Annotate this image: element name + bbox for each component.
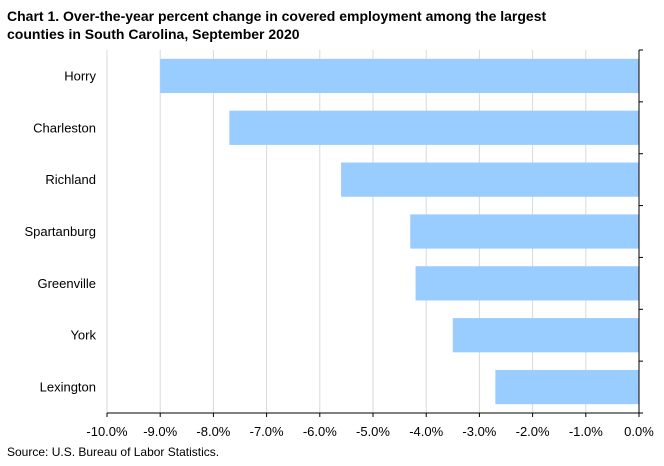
bar-lexington [495,369,639,405]
bar-horry [160,58,639,94]
bar-charleston [229,110,640,145]
bar-greenville [415,266,639,301]
axis [106,49,643,417]
chart-title-line-2: counties in South Carolina, September 20… [7,26,300,42]
bars [160,58,640,405]
x-tick-label: -3.0% [462,424,496,439]
bar-spartanburg [410,214,639,249]
x-tick-label: -1.0% [569,424,603,439]
category-label: Richland [45,172,96,187]
category-label: Lexington [40,380,96,395]
category-label: Horry [64,68,96,83]
x-tick-labels: -10.0% -9.0% -8.0% -7.0% -6.0% -5.0% -4.0% -3.0… [86,424,654,439]
category-label: Greenville [37,276,96,291]
chart-title-line-1: Chart 1. Over-the-year percent change in… [7,8,547,24]
category-label: York [70,328,96,343]
x-tick-label: 0.0% [624,424,654,439]
x-tick-label: -4.0% [409,424,443,439]
bar-york [452,318,639,353]
x-tick-label: -9.0% [143,424,177,439]
chart-title: Chart 1. Over-the-year percent change in… [7,7,647,43]
category-label: Charleston [33,120,96,135]
source-note: Source: U.S. Bureau of Labor Statistics. [7,445,220,459]
x-tick-label: -6.0% [303,424,337,439]
x-tick-label: -5.0% [356,424,390,439]
bar-richland [341,162,639,197]
x-tick-label: -7.0% [250,424,284,439]
x-tick-label: -8.0% [196,424,230,439]
x-tick-label: -2.0% [516,424,550,439]
category-labels: Horry Charleston Richland Spartanburg Greenv… [24,68,96,394]
category-label: Spartanburg [24,224,96,239]
x-tick-label: -10.0% [86,424,128,439]
